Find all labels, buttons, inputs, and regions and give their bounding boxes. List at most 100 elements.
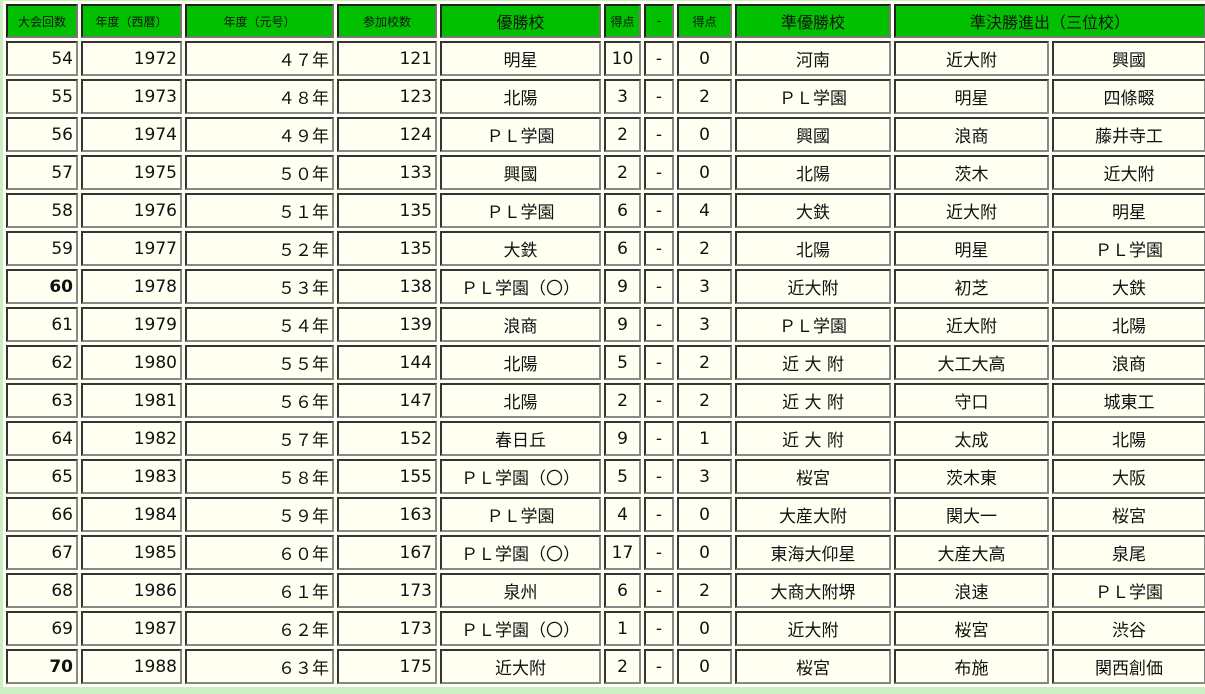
cell-score-winner: 5 bbox=[604, 459, 641, 494]
cell-participants: 167 bbox=[337, 535, 437, 570]
table-row: 66 1984 ５９年 163 ＰＬ学園 4-0 大産大附 関大一 桜宮 bbox=[6, 497, 1205, 532]
cell-runner-up: 近 大 附 bbox=[735, 345, 891, 380]
cell-year-western: 1986 bbox=[81, 573, 182, 608]
cell-score-runner: 3 bbox=[677, 459, 732, 494]
cell-tournament-no: 62 bbox=[6, 345, 78, 380]
cell-participants: 121 bbox=[337, 41, 437, 76]
header-score-runner: 得点 bbox=[677, 4, 732, 38]
cell-runner-up: 河南 bbox=[735, 41, 891, 76]
cell-year-western: 1974 bbox=[81, 117, 182, 152]
cell-score-runner: 0 bbox=[677, 155, 732, 190]
table-row: 54 1972 ４７年 121 明星 10-0 河南 近大附 興國 bbox=[6, 41, 1205, 76]
cell-tournament-no: 63 bbox=[6, 383, 78, 418]
cell-semifinalist-1: 浪商 bbox=[894, 117, 1049, 152]
cell-year-era: ５８年 bbox=[185, 459, 334, 494]
cell-runner-up: 東海大仰星 bbox=[735, 535, 891, 570]
cell-tournament-no: 61 bbox=[6, 307, 78, 342]
cell-score-runner: 2 bbox=[677, 383, 732, 418]
cell-dash: - bbox=[644, 573, 674, 608]
cell-score-winner: 9 bbox=[604, 269, 641, 304]
cell-year-western: 1976 bbox=[81, 193, 182, 228]
cell-year-western: 1972 bbox=[81, 41, 182, 76]
cell-semifinalist-2: ＰＬ学園 bbox=[1052, 573, 1205, 608]
cell-winner: 近大附 bbox=[440, 649, 601, 684]
header-score-winner: 得点 bbox=[604, 4, 641, 38]
cell-tournament-no: 68 bbox=[6, 573, 78, 608]
cell-semifinalist-2: 大鉄 bbox=[1052, 269, 1205, 304]
cell-score-runner: 0 bbox=[677, 117, 732, 152]
header-row: 大会回数 年度（西暦） 年度（元号） 参加校数 優勝校 得点 - 得点 準優勝校… bbox=[6, 4, 1205, 38]
cell-year-era: ５７年 bbox=[185, 421, 334, 456]
cell-tournament-no: 66 bbox=[6, 497, 78, 532]
cell-semifinalist-1: 太成 bbox=[894, 421, 1049, 456]
cell-dash: - bbox=[644, 269, 674, 304]
cell-winner: 明星 bbox=[440, 41, 601, 76]
cell-winner: 春日丘 bbox=[440, 421, 601, 456]
cell-year-era: ４９年 bbox=[185, 117, 334, 152]
cell-score-runner: 0 bbox=[677, 535, 732, 570]
cell-year-western: 1977 bbox=[81, 231, 182, 266]
cell-dash: - bbox=[644, 611, 674, 646]
cell-runner-up: 大産大附 bbox=[735, 497, 891, 532]
cell-dash: - bbox=[644, 79, 674, 114]
cell-runner-up: 大鉄 bbox=[735, 193, 891, 228]
cell-runner-up: 近 大 附 bbox=[735, 421, 891, 456]
cell-score-runner: 4 bbox=[677, 193, 732, 228]
cell-winner: ＰＬ学園 bbox=[440, 193, 601, 228]
cell-score-winner: 2 bbox=[604, 155, 641, 190]
cell-runner-up: 北陽 bbox=[735, 155, 891, 190]
cell-dash: - bbox=[644, 497, 674, 532]
cell-winner: 北陽 bbox=[440, 345, 601, 380]
cell-year-western: 1979 bbox=[81, 307, 182, 342]
cell-year-western: 1987 bbox=[81, 611, 182, 646]
cell-year-western: 1988 bbox=[81, 649, 182, 684]
cell-year-western: 1978 bbox=[81, 269, 182, 304]
cell-participants: 135 bbox=[337, 193, 437, 228]
cell-year-era: ４７年 bbox=[185, 41, 334, 76]
table-row: 57 1975 ５０年 133 興國 2-0 北陽 茨木 近大附 bbox=[6, 155, 1205, 190]
cell-year-era: ５３年 bbox=[185, 269, 334, 304]
cell-score-winner: 2 bbox=[604, 383, 641, 418]
cell-winner: ＰＬ学園（〇） bbox=[440, 269, 601, 304]
cell-winner: 泉州 bbox=[440, 573, 601, 608]
cell-runner-up: 桜宮 bbox=[735, 459, 891, 494]
header-winner: 優勝校 bbox=[440, 4, 601, 38]
cell-dash: - bbox=[644, 421, 674, 456]
cell-tournament-no: 67 bbox=[6, 535, 78, 570]
cell-tournament-no: 65 bbox=[6, 459, 78, 494]
header-tournament-no: 大会回数 bbox=[6, 4, 78, 38]
cell-score-winner: 9 bbox=[604, 307, 641, 342]
cell-semifinalist-2: ＰＬ学園 bbox=[1052, 231, 1205, 266]
cell-score-runner: 0 bbox=[677, 649, 732, 684]
cell-semifinalist-2: 四條畷 bbox=[1052, 79, 1205, 114]
cell-semifinalist-1: 大工大高 bbox=[894, 345, 1049, 380]
cell-score-runner: 3 bbox=[677, 269, 732, 304]
cell-year-era: ５２年 bbox=[185, 231, 334, 266]
cell-semifinalist-2: 城東工 bbox=[1052, 383, 1205, 418]
cell-semifinalist-1: 近大附 bbox=[894, 193, 1049, 228]
cell-dash: - bbox=[644, 383, 674, 418]
cell-semifinalist-1: 近大附 bbox=[894, 307, 1049, 342]
cell-semifinalist-1: 茨木東 bbox=[894, 459, 1049, 494]
cell-winner: ＰＬ学園（〇） bbox=[440, 611, 601, 646]
header-year-western: 年度（西暦） bbox=[81, 4, 182, 38]
cell-runner-up: ＰＬ学園 bbox=[735, 307, 891, 342]
table-row: 61 1979 ５４年 139 浪商 9-3 ＰＬ学園 近大附 北陽 bbox=[6, 307, 1205, 342]
cell-year-era: ６３年 bbox=[185, 649, 334, 684]
cell-year-era: ５９年 bbox=[185, 497, 334, 532]
cell-score-winner: 3 bbox=[604, 79, 641, 114]
cell-year-western: 1984 bbox=[81, 497, 182, 532]
cell-participants: 144 bbox=[337, 345, 437, 380]
cell-semifinalist-1: 浪速 bbox=[894, 573, 1049, 608]
header-runner-up: 準優勝校 bbox=[735, 4, 891, 38]
cell-year-era: ５１年 bbox=[185, 193, 334, 228]
cell-tournament-no: 59 bbox=[6, 231, 78, 266]
cell-participants: 135 bbox=[337, 231, 437, 266]
table-row: 63 1981 ５６年 147 北陽 2-2 近 大 附守口 城東工 bbox=[6, 383, 1205, 418]
header-semifinalists: 準決勝進出（三位校） bbox=[894, 4, 1205, 38]
cell-dash: - bbox=[644, 117, 674, 152]
cell-semifinalist-1: 明星 bbox=[894, 79, 1049, 114]
cell-tournament-no: 64 bbox=[6, 421, 78, 456]
cell-score-runner: 2 bbox=[677, 345, 732, 380]
cell-winner: 大鉄 bbox=[440, 231, 601, 266]
